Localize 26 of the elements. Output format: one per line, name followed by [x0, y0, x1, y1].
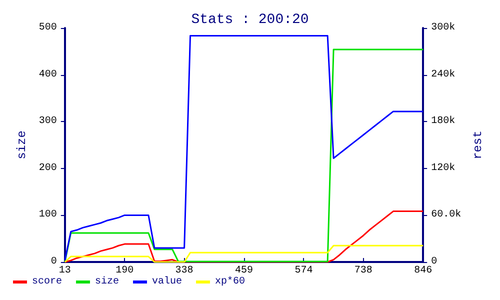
y2-tick-label: 300k: [431, 22, 456, 34]
y2-tick-label: 240k: [431, 68, 456, 80]
x-tick-label: 846: [414, 266, 432, 276]
x-tick-label: 459: [234, 266, 254, 276]
x-tick-label: 13: [58, 266, 71, 276]
y2-tick-label: 180k: [431, 115, 456, 128]
y2-tick-label: 0: [431, 256, 438, 268]
x-tick-label: 738: [354, 266, 372, 276]
y-axis-title: size: [15, 130, 29, 160]
x-tick-label: 190: [116, 266, 134, 276]
legend-label: xp*60: [215, 276, 246, 288]
legend-label: value: [152, 276, 182, 288]
y-tick-label: 300: [38, 116, 57, 128]
y2-tick-label: 120k: [431, 162, 456, 174]
legend-label: size: [95, 276, 120, 288]
chart-title: Stats : 200:20: [191, 12, 309, 28]
y2-tick-label: 60.0k: [431, 208, 462, 221]
legend-label: score: [32, 276, 62, 288]
y-tick-label: 100: [38, 210, 57, 221]
x-tick-label: 338: [175, 266, 194, 276]
y-tick-label: 0: [50, 256, 57, 268]
y2-axis-title: rest: [471, 130, 485, 160]
y-tick-label: 500: [38, 22, 57, 34]
x-tick-label: 574: [294, 266, 313, 276]
y-tick-label: 400: [38, 69, 57, 80]
y-tick-label: 200: [38, 162, 57, 174]
